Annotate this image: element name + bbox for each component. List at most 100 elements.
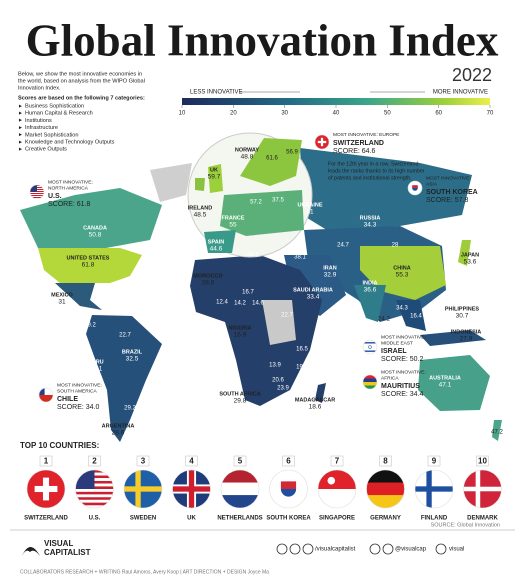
country-score: 31 (58, 299, 66, 306)
social-icon (302, 543, 314, 555)
flag (123, 469, 163, 509)
flag-part (221, 470, 259, 483)
flag (29, 184, 45, 200)
flag (317, 469, 357, 509)
map-score: 20.6 (272, 378, 284, 384)
rank: 1 (44, 457, 49, 466)
callout-score: SCORE: 50.2 (381, 356, 424, 363)
map-score: 29.2 (124, 406, 136, 412)
callout-country: U.S. (48, 193, 62, 200)
country-score: 44.6 (210, 246, 223, 253)
map-score: 13.9 (269, 363, 281, 369)
flag-part (39, 388, 45, 395)
country-label: BRAZIL (122, 349, 143, 355)
flag-part (30, 196, 44, 197)
legend-tick-label: 10 (179, 111, 186, 117)
social-icon (435, 543, 447, 555)
callout-region: MIDDLE EAST (381, 340, 413, 346)
country-label: MADAGASCAR (295, 397, 335, 403)
flag-part (39, 395, 53, 402)
flag (220, 469, 260, 509)
flag-part (39, 388, 53, 395)
flag-part (366, 470, 405, 483)
flag-body (39, 388, 53, 402)
country-score: 33.4 (307, 294, 320, 301)
flag-part (172, 486, 211, 492)
country-score: 34.3 (364, 222, 377, 229)
bullet: ► (18, 147, 23, 153)
callout-lead: MOST INNOVATIVE: (48, 179, 93, 185)
callout-score: SCORE: 34.0 (57, 404, 100, 411)
callout-lead: MOST INNOVATIVE: (333, 132, 378, 138)
country-score: 28.8 (202, 280, 215, 287)
category: Creative Outputs (25, 147, 67, 153)
flag-ring (75, 469, 114, 509)
map-score: 57.2 (250, 200, 262, 206)
country-label: IRELAND (188, 205, 212, 211)
country-score: 32.5 (126, 356, 139, 363)
flag (414, 469, 454, 509)
top10-name: SWITZERLAND (24, 516, 68, 522)
category: Infrastructure (25, 125, 58, 131)
legend-tick-label: 30 (281, 111, 288, 117)
flag-body (366, 470, 405, 508)
map-score: 61.6 (266, 156, 278, 162)
flag-part (221, 482, 259, 496)
flag (407, 180, 423, 196)
callout-lead: MOST INNOVATIVE: (381, 369, 426, 375)
map-score: 19.4 (296, 365, 308, 371)
flag-part (30, 195, 44, 196)
bullet: ► (18, 132, 23, 138)
rank: 4 (189, 457, 194, 466)
flag (172, 469, 211, 509)
flag-part (75, 497, 114, 500)
flag-body (363, 340, 377, 354)
map-score: 38.1 (426, 324, 438, 330)
country-score: 55.3 (396, 272, 409, 279)
bullet: ► (18, 103, 23, 109)
map-score: 37.5 (272, 198, 284, 204)
map-score: 22.7 (281, 313, 293, 319)
country-score: 48.5 (194, 212, 207, 219)
flag-part (34, 485, 58, 493)
flag-part (75, 502, 114, 506)
legend-tick-label: 50 (384, 111, 391, 117)
country-label: IRAN (323, 265, 336, 271)
map-score: 28 (392, 243, 399, 249)
callout-note: For the 12th year in a row, Switzerland (328, 161, 418, 167)
rank: 3 (141, 457, 146, 466)
rank-box (39, 455, 53, 467)
intro-line: the world, based on analysis from the WI… (18, 78, 145, 84)
social-icon (369, 543, 381, 555)
flag-ring (362, 374, 378, 390)
flag-body (463, 470, 502, 508)
map-score: 38.1 (294, 255, 306, 261)
flag-part (363, 382, 377, 386)
legend-tick-label: 20 (230, 111, 237, 117)
country-score: 29.1 (90, 366, 103, 373)
country-score: 18.6 (309, 404, 322, 411)
callout-lead: MOST INNOVATIVE: (57, 382, 102, 388)
flag-ring (220, 469, 260, 509)
flag-part (30, 194, 44, 195)
flag-part (366, 495, 405, 508)
top10-name: SWEDEN (130, 516, 156, 522)
flag (269, 469, 308, 509)
flag-part (221, 495, 259, 508)
flag-part (463, 486, 502, 492)
country-score: 50.8 (89, 232, 102, 239)
map-score: 24.2 (378, 317, 390, 323)
flag-body (408, 181, 422, 195)
legend-right: MORE INNOVATIVE (433, 90, 488, 96)
map-score: 16.4 (410, 314, 422, 320)
flag-body (30, 185, 44, 198)
credits: COLLABORATORS RESEARCH + WRITING Raul Am… (20, 569, 269, 575)
flag-part (75, 489, 114, 492)
map-score: 26.8 (334, 306, 346, 312)
callout-lead: MOST INNOVATIVE: (381, 334, 426, 340)
callout-region-name: EUROPE (379, 132, 399, 138)
country-score: 32.9 (324, 272, 337, 279)
intro-line: Below, we show the most innovative econo… (18, 71, 142, 77)
country-label: PHILIPPINES (445, 306, 480, 312)
